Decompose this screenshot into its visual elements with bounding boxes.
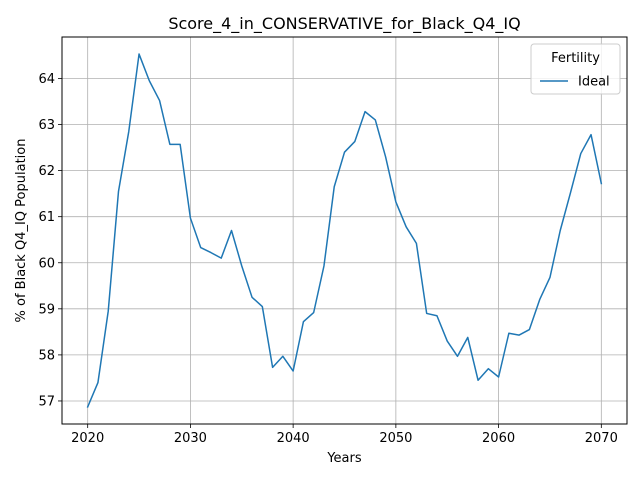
legend-entry-ideal: Ideal	[578, 75, 610, 90]
y-tick-label: 59	[38, 302, 55, 317]
y-axis-label: % of Black Q4_IQ Population	[14, 139, 29, 323]
y-tick-label: 63	[38, 118, 55, 133]
x-axis: 2020 2030 2040 2050 2060 2070	[71, 424, 618, 446]
y-tick-label: 61	[38, 210, 55, 225]
y-tick-label: 64	[38, 72, 55, 87]
series-line-ideal	[86, 53, 603, 408]
x-tick-label: 2030	[174, 431, 207, 446]
legend: Fertility Ideal	[530, 43, 621, 95]
chart-title: Score_4_in_CONSERVATIVE_for_Black_Q4_IQ	[168, 14, 520, 34]
y-tick-label: 57	[38, 394, 55, 409]
x-axis-label: Years	[326, 451, 362, 466]
y-tick-label: 60	[38, 256, 55, 271]
axes-frame	[61, 36, 628, 425]
x-tick-label: 2040	[277, 431, 310, 446]
x-tick-label: 2060	[482, 431, 515, 446]
x-tick-label: 2070	[585, 431, 618, 446]
y-tick-label: 62	[38, 164, 55, 179]
x-tick-label: 2020	[71, 431, 104, 446]
y-axis: 57 58 59 60 61 62 63 64	[38, 72, 62, 409]
x-tick-label: 2050	[379, 431, 412, 446]
grid	[62, 37, 627, 424]
legend-title: Fertility	[551, 51, 600, 66]
plot-area	[86, 53, 603, 408]
y-tick-label: 58	[38, 348, 55, 363]
